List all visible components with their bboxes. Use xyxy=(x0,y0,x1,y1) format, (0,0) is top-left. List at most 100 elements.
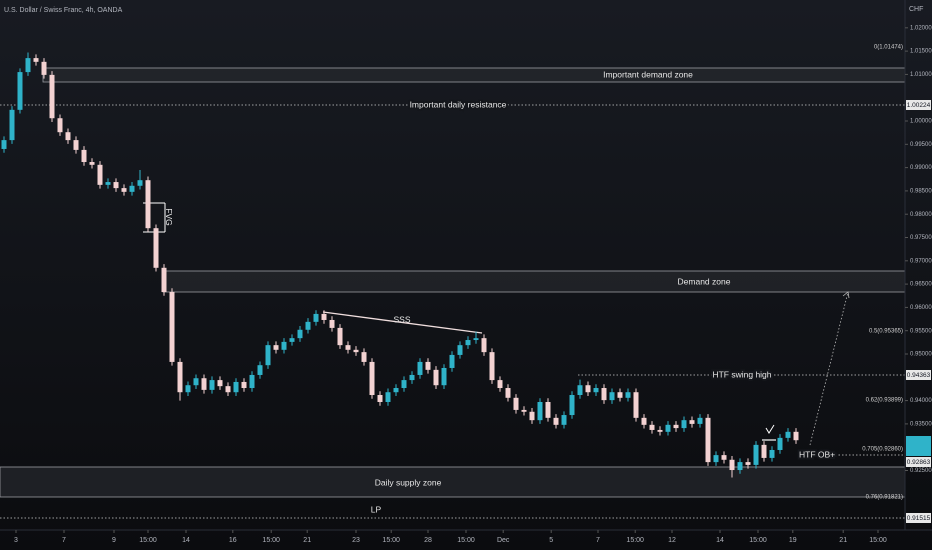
annotation: Demand zone xyxy=(678,276,731,286)
candle-body xyxy=(753,444,759,465)
x-tick-label: 23 xyxy=(352,537,360,544)
x-tick-label: 14 xyxy=(182,537,190,544)
candle-body xyxy=(505,388,511,398)
y-tick-label: 0.93500 xyxy=(910,421,932,427)
y-tick-label: 0.98500 xyxy=(910,188,932,194)
candle-body xyxy=(689,420,695,424)
x-tick-label: 15:00 xyxy=(457,537,475,544)
candle-body xyxy=(585,385,591,393)
candle-body xyxy=(545,401,551,418)
x-tick-label: 5 xyxy=(549,537,553,544)
current-price-box xyxy=(906,436,931,456)
candle-body xyxy=(641,417,647,425)
candle-body xyxy=(777,437,783,450)
candle-body xyxy=(265,345,271,366)
candle-body xyxy=(321,313,327,320)
candle-body xyxy=(289,338,295,342)
candle-body xyxy=(633,392,639,418)
y-tick-label: 1.00000 xyxy=(910,119,932,125)
price-label: 0.91515 xyxy=(907,515,931,522)
candle-body xyxy=(169,292,175,362)
y-tick-label: 0.92500 xyxy=(910,468,932,474)
candle-body xyxy=(625,392,631,398)
x-tick-label: 15:00 xyxy=(869,537,887,544)
candle-body xyxy=(489,352,495,381)
candle-body xyxy=(329,319,335,328)
y-tick-label: 0.97000 xyxy=(910,258,932,264)
candle-body xyxy=(369,361,375,396)
candle-body xyxy=(529,411,535,421)
candle-body xyxy=(153,228,159,268)
candle-body xyxy=(737,462,743,471)
candle-body xyxy=(481,338,487,353)
annotation: HTF OB+ xyxy=(799,449,835,459)
candle-body xyxy=(81,149,87,163)
candle-body xyxy=(601,388,607,401)
candle-body xyxy=(305,321,311,330)
annotation: Important daily resistance xyxy=(410,99,507,109)
annotations: Important demand zone Important daily re… xyxy=(164,45,903,515)
candle-body xyxy=(273,345,279,350)
x-tick-label: 21 xyxy=(839,537,847,544)
candle-body xyxy=(609,392,615,401)
candle-body xyxy=(249,374,255,389)
currency-label: CHF xyxy=(909,6,923,13)
candle-body xyxy=(73,140,79,150)
candle-body xyxy=(433,369,439,386)
annotation: FVG xyxy=(164,208,174,225)
candles xyxy=(1,52,799,478)
candle-body xyxy=(673,424,679,429)
y-tick-label: 0.95500 xyxy=(910,328,932,334)
candle-body xyxy=(497,380,503,389)
candle-body xyxy=(89,162,95,165)
candle-body xyxy=(473,338,479,341)
candle-body xyxy=(401,380,407,389)
candle-body xyxy=(569,395,575,416)
candle-body xyxy=(225,386,231,393)
candle-body xyxy=(57,118,63,133)
x-tick-label: 15:00 xyxy=(139,537,157,544)
candle-body xyxy=(729,459,735,471)
price-label-box xyxy=(906,370,931,380)
candle-body xyxy=(33,58,39,62)
candle-body xyxy=(417,361,423,375)
fib-label: 0.76(0.91821) xyxy=(866,495,903,501)
annotation: Important demand zone xyxy=(603,69,693,79)
candle-body xyxy=(425,361,431,370)
x-tick-label: 3 xyxy=(14,537,18,544)
x-tick-label: 16 xyxy=(229,537,237,544)
candle-body xyxy=(65,132,71,141)
annotation: Daily supply zone xyxy=(375,477,442,487)
candle-body xyxy=(353,349,359,353)
annotation: SSS xyxy=(393,314,410,324)
candle-body xyxy=(713,455,719,463)
candle-body xyxy=(553,417,559,425)
x-tick-label: 15:00 xyxy=(749,537,767,544)
candle-body xyxy=(9,109,15,141)
candle-body xyxy=(121,188,127,192)
candle-body xyxy=(161,267,167,293)
candle-body xyxy=(25,58,31,73)
supply-zone-box xyxy=(0,466,906,498)
y-tick-label: 0.97500 xyxy=(910,235,932,241)
y-tick-label: 0.95000 xyxy=(910,352,932,358)
x-tick-label: 14 xyxy=(716,537,724,544)
candle-body xyxy=(217,380,223,387)
candle-body xyxy=(185,385,191,393)
checkmark xyxy=(765,424,775,434)
candle-body xyxy=(657,429,663,432)
annotation: LP xyxy=(371,504,382,514)
candle-body xyxy=(617,392,623,398)
candle-body xyxy=(745,462,751,465)
y-tick-label: 1.01000 xyxy=(910,72,932,78)
y-tick-label: 0.98000 xyxy=(910,212,932,218)
candle-body xyxy=(49,74,55,119)
x-tick-label: 7 xyxy=(596,537,600,544)
y-tick-label: 0.99000 xyxy=(910,165,932,171)
x-tick-label: 21 xyxy=(303,537,311,544)
candle-body xyxy=(521,409,527,412)
candle-body xyxy=(345,345,351,350)
candle-body xyxy=(105,182,111,185)
candle-body xyxy=(241,381,247,389)
x-tick-label: 28 xyxy=(424,537,432,544)
